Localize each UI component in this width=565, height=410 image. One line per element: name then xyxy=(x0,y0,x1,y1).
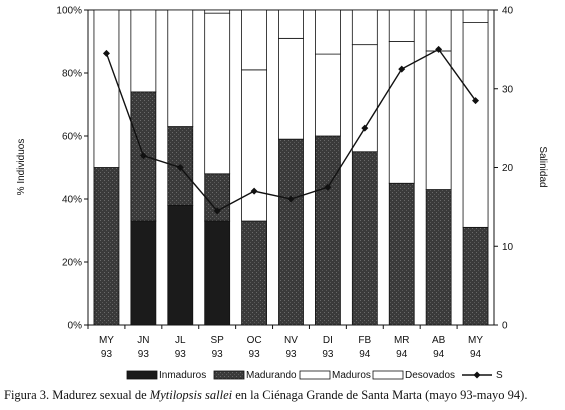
y2-tick-label: 0 xyxy=(502,321,508,332)
x-tick-label-year: 93 xyxy=(285,349,297,360)
y2-tick-label: 30 xyxy=(502,84,514,95)
x-tick-label-month: MY xyxy=(99,335,114,346)
y-tick-label: 100% xyxy=(56,6,82,17)
x-tick-label-year: 94 xyxy=(470,349,482,360)
y-axis-title: % Individuos xyxy=(16,139,27,196)
y2-tick-label: 20 xyxy=(502,163,514,174)
x-tick-label-month: DI xyxy=(323,335,333,346)
salinity-point xyxy=(472,97,480,105)
y-tick-label: 20% xyxy=(62,258,82,269)
y2-axis-title: Salinidad xyxy=(537,146,548,187)
legend-label-maduros: Maduros xyxy=(332,370,371,381)
bar-segment-maduros xyxy=(388,41,415,184)
bar-segment-maduros xyxy=(315,53,341,137)
x-tick-label-year: 93 xyxy=(322,349,334,360)
x-tick-label-year: 93 xyxy=(101,349,113,360)
bar-segment-desovados xyxy=(315,9,341,55)
bar-segment-desovados xyxy=(425,9,452,52)
bar-segment-desovados xyxy=(388,9,415,42)
bar-segment-madurando xyxy=(425,189,452,326)
caption-suffix: en la Ciénaga Grande de Santa Marta (may… xyxy=(232,388,528,402)
x-tick-label-year: 94 xyxy=(433,349,445,360)
bar-segment-madurando xyxy=(315,135,341,326)
x-tick-label-year: 93 xyxy=(212,349,224,360)
legend-label-desovados: Desovados xyxy=(405,370,455,381)
x-tick-label-year: 93 xyxy=(175,349,187,360)
bar-segment-madurando xyxy=(278,138,304,326)
x-tick-label-month: OC xyxy=(247,335,262,346)
chart: % Individuos Salinidad 0%20%40%60%80%100… xyxy=(16,6,548,382)
bar-segment-madurando xyxy=(93,167,120,326)
legend-label-s: S xyxy=(496,370,503,381)
x-tick-label-month: JL xyxy=(175,335,186,346)
bar-segment-maduros xyxy=(204,12,231,175)
bar-segment-desovados xyxy=(351,9,378,46)
x-tick-label-month: MR xyxy=(394,335,410,346)
bar-segment-maduros xyxy=(278,37,304,140)
x-tick-label-year: 94 xyxy=(359,349,371,360)
y2-tick-label: 40 xyxy=(502,6,514,17)
y-tick-label: 0% xyxy=(68,321,83,332)
caption-prefix: Figura 3. Madurez sexual de xyxy=(4,388,150,402)
plot-area: 0% 20% 40% 60% 80% 100% 0 10 20 30 40 MY 93 JN 93 JL 93 S… xyxy=(56,6,513,361)
salinity-point xyxy=(102,49,110,57)
bar-segment-desovados xyxy=(462,9,489,24)
x-tick-label-month: FB xyxy=(358,335,371,346)
legend-swatch-maduros xyxy=(299,370,331,380)
x-tick-label-month: MY xyxy=(468,335,483,346)
salinity-point xyxy=(139,152,147,160)
x-tick-label-month: SP xyxy=(211,335,225,346)
bar-segment-maduros xyxy=(167,9,194,127)
salinity-point xyxy=(361,124,369,132)
bar-segment-madurando xyxy=(462,226,489,326)
bar-segment-madurando xyxy=(388,182,415,326)
legend-label-madurando: Madurando xyxy=(246,370,297,381)
y-tick-label: 40% xyxy=(62,195,82,206)
caption-species: Mytilopsis sallei xyxy=(149,388,233,402)
legend-label-inmaduros: Inmaduros xyxy=(159,370,206,381)
bar-segment-maduros xyxy=(351,44,378,153)
figure-caption: Figura 3. Madurez sexual de Mytilopsis s… xyxy=(4,388,564,403)
bar-segment-maduros xyxy=(93,9,120,168)
x-tick-label-year: 93 xyxy=(249,349,261,360)
salinity-point xyxy=(213,207,221,215)
bar-segment-madurando xyxy=(351,151,378,326)
x-tick-label-month: AB xyxy=(432,335,446,346)
salinity-point xyxy=(435,45,443,53)
salinity-point xyxy=(250,187,258,195)
x-tick-label-year: 93 xyxy=(138,349,150,360)
salinity-point xyxy=(324,183,332,191)
bar-segment-maduros xyxy=(425,50,452,190)
legend-marker-s xyxy=(473,371,481,379)
legend: Inmaduros Madurando Maduros Desovados S xyxy=(126,370,503,381)
salinity-point xyxy=(176,164,184,171)
bar-segment-inmaduros xyxy=(130,220,157,326)
x-tick-label-month: NV xyxy=(284,335,298,346)
bar-segment-madurando xyxy=(241,220,267,326)
y-tick-label: 80% xyxy=(62,69,82,80)
x-tick-label-month: JN xyxy=(137,335,149,346)
y2-tick-label: 10 xyxy=(502,242,514,253)
bar-segment-maduros xyxy=(241,69,267,222)
bar-segment-inmaduros xyxy=(204,220,231,326)
salinity-point xyxy=(398,65,406,73)
bar-segment-maduros xyxy=(462,22,489,228)
legend-swatch-inmaduros xyxy=(126,370,158,380)
salinity-point xyxy=(287,195,295,203)
x-tick-label-year: 94 xyxy=(396,349,408,360)
legend-swatch-madurando xyxy=(213,370,245,380)
bar-segment-maduros xyxy=(130,9,157,93)
bar-segment-desovados xyxy=(241,9,267,71)
bar-segment-desovados xyxy=(204,9,231,14)
legend-swatch-desovados xyxy=(372,370,404,380)
bar-segment-inmaduros xyxy=(167,204,194,326)
y-tick-label: 60% xyxy=(62,132,82,143)
bar-segment-desovados xyxy=(278,9,304,39)
